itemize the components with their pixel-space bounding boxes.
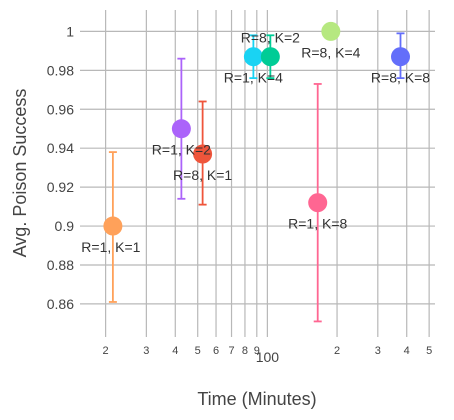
data-point-3 xyxy=(243,47,263,67)
data-point-1 xyxy=(171,119,191,139)
x-tick-label-9: 2 xyxy=(334,345,340,357)
y-tick-label-3: 0.92 xyxy=(47,179,74,195)
point-label-3: R=1, K=4 xyxy=(224,70,283,86)
point-label-2: R=8, K=1 xyxy=(173,167,232,183)
x-tick-label-8: 100 xyxy=(256,349,280,365)
x-tick-label-7: 9 xyxy=(254,345,260,357)
data-point-5 xyxy=(308,193,328,213)
data-point-0 xyxy=(103,216,123,236)
x-tick-label-0: 2 xyxy=(103,345,109,357)
y-tick-label-4: 0.94 xyxy=(47,140,74,156)
y-tick-label-5: 0.96 xyxy=(47,101,74,117)
x-axis-title: Time (Minutes) xyxy=(197,389,316,409)
data-point-4 xyxy=(260,47,280,67)
x-tick-label-4: 6 xyxy=(213,345,219,357)
point-label-7: R=8, K=8 xyxy=(371,70,430,86)
data-point-6 xyxy=(321,21,341,41)
x-tick-label-11: 4 xyxy=(404,345,410,357)
point-labels: R=1, K=1 R=1, K=2 R=8, K=1 R=1, K=4 R=8, K=2… xyxy=(81,30,430,255)
x-tick-label-10: 3 xyxy=(375,345,381,357)
data-points xyxy=(103,21,410,236)
y-axis-title: Avg. Poison Success xyxy=(10,89,30,258)
grid xyxy=(80,10,435,337)
data-point-2 xyxy=(193,144,213,164)
x-tick-label-12: 5 xyxy=(426,345,432,357)
y-tick-label-7: 1 xyxy=(66,23,74,39)
point-label-0: R=1, K=1 xyxy=(81,239,140,255)
y-axis-ticks: 0.86 0.88 0.9 0.92 0.94 0.96 0.98 1 xyxy=(47,23,75,312)
y-tick-label-1: 0.88 xyxy=(47,257,74,273)
y-tick-label-6: 0.98 xyxy=(47,62,74,78)
x-tick-label-6: 8 xyxy=(242,345,248,357)
data-point-7 xyxy=(390,47,410,67)
x-tick-label-2: 4 xyxy=(172,345,178,357)
point-label-5: R=1, K=8 xyxy=(288,216,347,232)
y-tick-label-2: 0.9 xyxy=(55,218,75,234)
x-tick-label-1: 3 xyxy=(143,345,149,357)
x-tick-label-3: 5 xyxy=(195,345,201,357)
point-label-1: R=1, K=2 xyxy=(152,142,211,158)
point-label-6: R=8, K=4 xyxy=(301,44,360,60)
x-tick-label-5: 7 xyxy=(228,345,234,357)
point-label-4: R=8, K=2 xyxy=(241,30,300,46)
y-tick-label-0: 0.86 xyxy=(47,296,74,312)
